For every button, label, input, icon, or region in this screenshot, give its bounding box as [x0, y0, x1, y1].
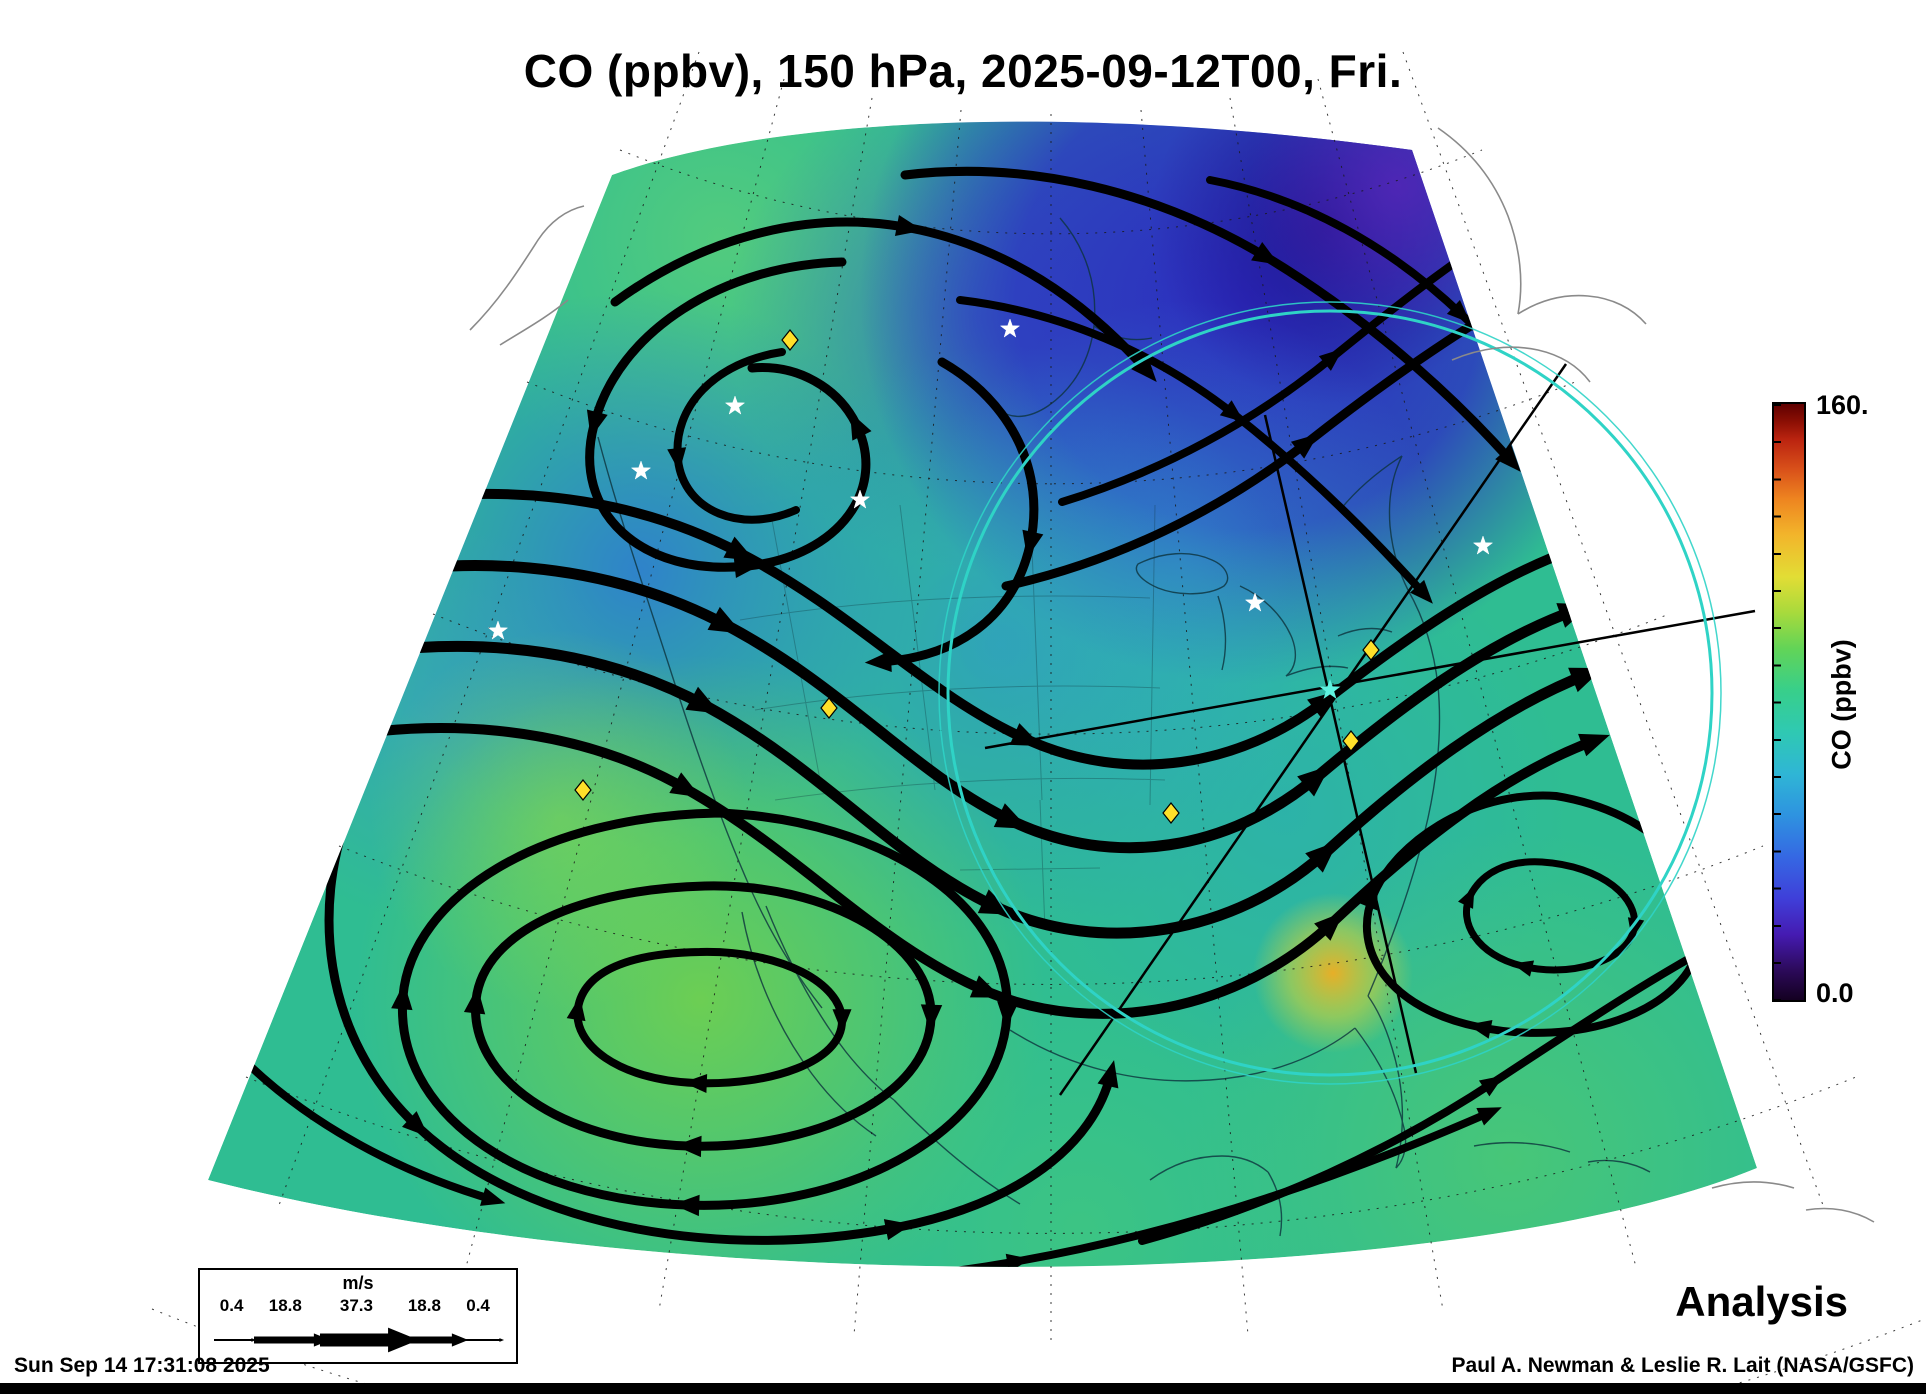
outside-coastlines	[469, 127, 1875, 1223]
figure-title: CO (ppbv), 150 hPa, 2025-09-12T00, Fri.	[523, 45, 1403, 97]
range-ring	[938, 301, 1722, 1085]
colorbar-min-label: 0.0	[1816, 978, 1854, 1008]
wind-legend-value: 0.4	[466, 1296, 490, 1315]
colorbar-axis-label: CO (ppbv)	[1826, 639, 1857, 770]
footer-timestamp: Sun Sep 14 17:31:08 2025	[14, 1354, 270, 1377]
wind-speed-legend: m/s 0.4 18.8 37.3 18.8 0.4	[198, 1268, 518, 1364]
wind-legend-arrow-scale	[214, 1327, 505, 1353]
wind-legend-units: m/s	[342, 1273, 374, 1293]
cross-lines	[984, 363, 1756, 1096]
wind-legend-value: 18.8	[268, 1296, 302, 1315]
colorbar-ticks	[1772, 404, 1781, 1000]
footer-credit: Paul A. Newman & Leslie R. Lait (NASA/GS…	[1451, 1354, 1914, 1377]
analysis-label: Analysis	[1675, 1278, 1848, 1325]
wind-legend-value: 0.4	[219, 1296, 244, 1315]
footer-divider-bar	[0, 1383, 1926, 1394]
colorbar: 160. 0.0 CO (ppbv)	[1772, 390, 1922, 1008]
wind-legend-value: 37.3	[339, 1296, 373, 1315]
wind-legend-values: 0.4 18.8 37.3 18.8 0.4	[200, 1296, 516, 1316]
colorbar-max-label: 160.	[1816, 390, 1869, 420]
wind-legend-value: 18.8	[407, 1296, 441, 1315]
co-field-fill	[208, 121, 1757, 1267]
